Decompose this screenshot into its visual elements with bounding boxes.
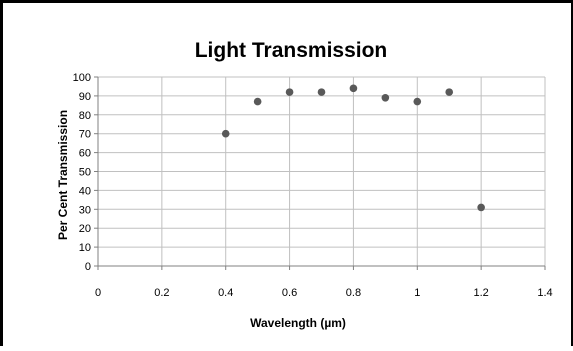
x-tick-label: 1 xyxy=(414,287,420,299)
data-point xyxy=(477,203,485,212)
data-point xyxy=(413,97,422,106)
y-tick-label: 40 xyxy=(79,185,91,197)
data-point xyxy=(349,84,358,93)
x-tick-label: 0.8 xyxy=(346,287,361,299)
x-tick-label: 0 xyxy=(95,287,101,299)
y-axis-label: Per Cent Transmission xyxy=(56,110,70,240)
x-tick-label: 1.4 xyxy=(537,287,552,299)
chart-title: Light Transmission xyxy=(195,39,388,62)
y-tick-label: 30 xyxy=(79,204,91,216)
data-point xyxy=(221,129,230,138)
y-tick-labels: 0 10 20 30 40 50 60 70 80 90 100 xyxy=(73,72,91,273)
axes xyxy=(97,77,545,267)
y-tick-label: 70 xyxy=(79,129,91,141)
data-point xyxy=(317,88,326,96)
y-tick-label: 0 xyxy=(85,261,91,273)
data-point xyxy=(445,88,454,96)
x-tick-label: 1.2 xyxy=(473,287,488,299)
y-tick-label: 100 xyxy=(73,72,91,84)
x-tick-label: 0.6 xyxy=(282,287,297,299)
data-point xyxy=(285,88,294,96)
x-tick-label: 0.4 xyxy=(218,287,233,299)
y-tick-label: 80 xyxy=(79,110,91,122)
x-tick-labels: 0 0.2 0.4 0.6 0.8 1 1.2 1.4 xyxy=(95,287,553,299)
scatter-chart: Light Transmission 010203040506070809010… xyxy=(56,39,553,330)
data-point xyxy=(253,97,262,106)
data-points xyxy=(221,84,485,212)
y-tick-label: 20 xyxy=(79,223,91,235)
y-tick-label: 50 xyxy=(79,167,91,179)
x-axis-label: Wavelength (µm) xyxy=(250,316,346,330)
data-point xyxy=(381,93,390,102)
y-tick-label: 90 xyxy=(79,91,91,103)
x-tick-label: 0.2 xyxy=(154,287,169,299)
y-tick-label: 60 xyxy=(79,148,91,160)
y-tick-label: 10 xyxy=(79,242,91,254)
gridlines xyxy=(94,76,546,270)
